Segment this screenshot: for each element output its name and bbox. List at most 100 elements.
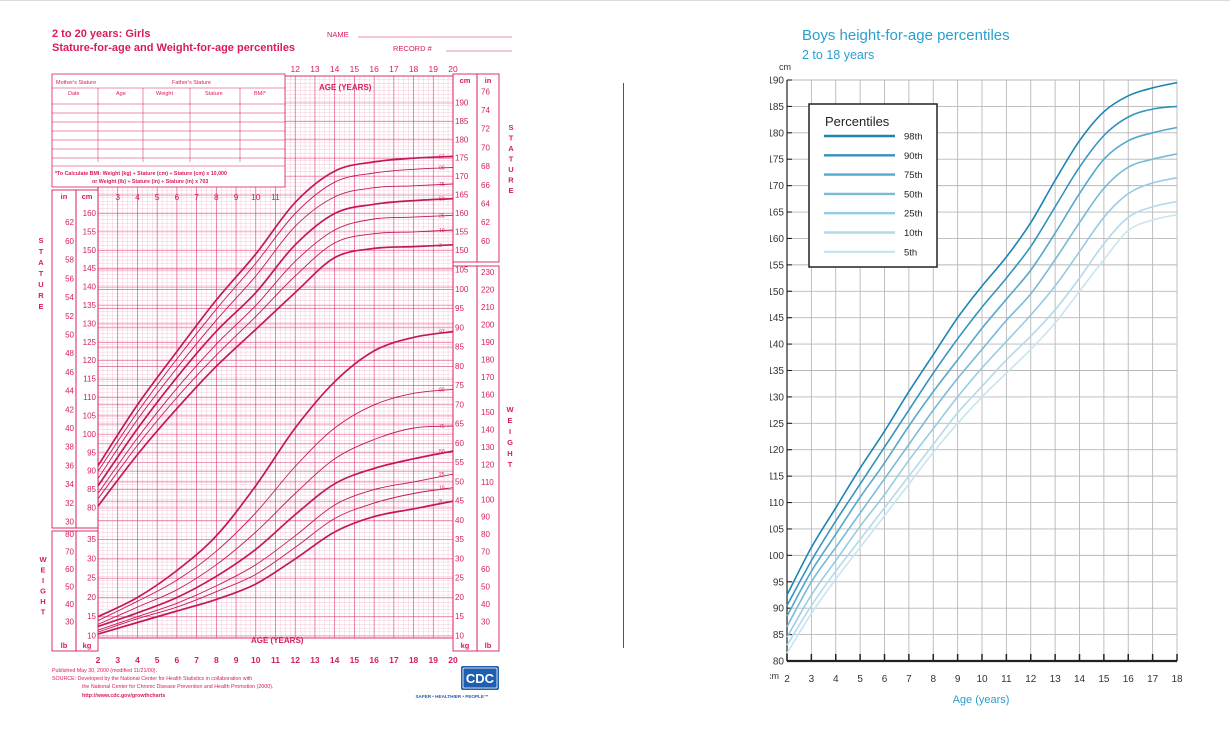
patient-record-table: Mother's Stature Father's Stature Date A…	[51, 73, 286, 188]
weight-lb-right-100: 100	[481, 495, 495, 504]
stature-cm-right-185: 185	[455, 117, 469, 126]
weight-curve-p90	[97, 388, 454, 622]
age-tick-bottom-17: 17	[389, 655, 399, 665]
unit-kg-left: kg	[83, 641, 92, 650]
mothers-stature-label: Mother's Stature	[56, 80, 96, 86]
age-tick-bottom-18: 18	[409, 655, 419, 665]
stature-in-left-40: 40	[65, 424, 74, 433]
y-tick-label-190: 190	[770, 76, 784, 87]
stature-curve-p10	[97, 229, 454, 500]
x-axis-title: Age (years)	[953, 694, 1010, 706]
stature-curve-p97	[97, 155, 454, 467]
x-tick-label-6: 6	[882, 674, 888, 685]
legend-label-5th: 5th	[904, 247, 917, 258]
age-tick-mid-3: 3	[115, 192, 120, 202]
boys-height-chart: Boys height-for-age percentiles 2 to 18 …	[770, 27, 1183, 706]
stature-in-right-76: 76	[481, 87, 490, 96]
stature-cm-right-180: 180	[455, 135, 469, 144]
stature-cm-right-175: 175	[455, 154, 469, 163]
y-tick-label-120: 120	[770, 445, 784, 456]
weight-kg-right-85: 85	[455, 343, 464, 352]
stature-in-left-38: 38	[65, 443, 74, 452]
unit-lb-left: lb	[61, 641, 68, 650]
record-col-stature: Stature	[205, 91, 223, 97]
weight-kg-left-25: 25	[87, 574, 96, 583]
weight-lb-right-110: 110	[481, 478, 494, 487]
age-tick-bottom-5: 5	[155, 655, 160, 665]
age-tick-mid-11: 11	[271, 192, 280, 202]
y-tick-label-80: 80	[773, 657, 785, 668]
y-tick-label-135: 135	[770, 366, 784, 377]
legend-label-25th: 25th	[904, 209, 923, 220]
weight-label-p97: 97	[439, 330, 445, 336]
stature-label-p3: 3	[439, 243, 442, 249]
stature-cm-right-190: 190	[455, 99, 469, 108]
weight-kg-right-90: 90	[455, 323, 464, 332]
weight-lb-left-40: 40	[65, 600, 74, 609]
age-tick-top-13: 13	[310, 64, 320, 74]
stature-cm-left-150: 150	[83, 246, 97, 255]
weight-lb-right-70: 70	[481, 548, 490, 557]
weight-lb-right-190: 190	[481, 338, 495, 347]
top-divider-line	[0, 0, 1230, 1]
age-tick-bottom-14: 14	[330, 655, 340, 665]
weight-lb-right-170: 170	[481, 373, 495, 382]
weight-lb-right-60: 60	[481, 565, 490, 574]
weight-lb-right-160: 160	[481, 390, 495, 399]
record-col-age: Age	[116, 91, 126, 97]
weight-lb-right-220: 220	[481, 286, 495, 295]
weight-curve-p25	[97, 473, 454, 631]
stature-in-right-62: 62	[481, 218, 490, 227]
age-tick-mid-10: 10	[251, 192, 261, 202]
stature-cm-left-115: 115	[83, 375, 96, 384]
x-tick-label-7: 7	[906, 674, 912, 685]
cdc-url-link[interactable]: http://www.cdc.gov/growthcharts	[82, 693, 165, 699]
age-tick-bottom-8: 8	[214, 655, 219, 665]
weight-kg-left-10: 10	[87, 632, 96, 641]
legend-title: Percentiles	[825, 114, 890, 129]
weight-kg-right-20: 20	[455, 593, 464, 602]
stature-label-p25: 25	[439, 213, 445, 219]
stature-curve-p3	[97, 243, 454, 507]
age-years-label-bottom: AGE (YEARS)	[251, 636, 304, 645]
weight-lb-left-80: 80	[65, 530, 74, 539]
weight-label-p25: 25	[439, 472, 445, 478]
x-tick-label-11: 11	[1001, 674, 1012, 685]
unit-cm-right: cm	[460, 76, 471, 85]
stature-cm-left-105: 105	[83, 411, 97, 420]
age-tick-bottom-16: 16	[369, 655, 379, 665]
age-tick-top-17: 17	[389, 64, 399, 74]
stature-in-left-32: 32	[65, 499, 74, 508]
stature-cm-right-165: 165	[455, 191, 469, 200]
stature-label-p75: 75	[439, 182, 445, 188]
stature-cm-right-170: 170	[455, 172, 469, 181]
stature-cm-left-100: 100	[83, 430, 97, 439]
y-tick-label-95: 95	[773, 577, 785, 588]
y-tick-label-85: 85	[773, 630, 785, 641]
weight-label-p10: 10	[439, 486, 445, 492]
stature-in-left-48: 48	[65, 349, 74, 358]
weight-lb-right-30: 30	[481, 618, 490, 627]
x-tick-label-14: 14	[1074, 674, 1086, 685]
legend-label-10th: 10th	[904, 228, 923, 239]
weight-kg-right-25: 25	[455, 574, 464, 583]
series-line-75th	[786, 126, 1178, 617]
weight-label-p75: 75	[439, 424, 445, 430]
stature-in-left-62: 62	[65, 218, 74, 227]
stature-curve-p75	[97, 183, 454, 479]
fathers-stature-label: Father's Stature	[172, 80, 211, 86]
weight-kg-right-70: 70	[455, 400, 464, 409]
weight-label-p3: 3	[439, 499, 442, 505]
stature-curve-p50	[97, 197, 454, 487]
age-tick-bottom-6: 6	[175, 655, 180, 665]
y-tick-label-155: 155	[770, 260, 784, 271]
stature-in-left-56: 56	[65, 274, 74, 283]
age-tick-bottom-9: 9	[234, 655, 239, 665]
boys-grid	[786, 79, 1178, 662]
y-tick-label-150: 150	[770, 287, 784, 298]
age-tick-top-15: 15	[350, 64, 360, 74]
